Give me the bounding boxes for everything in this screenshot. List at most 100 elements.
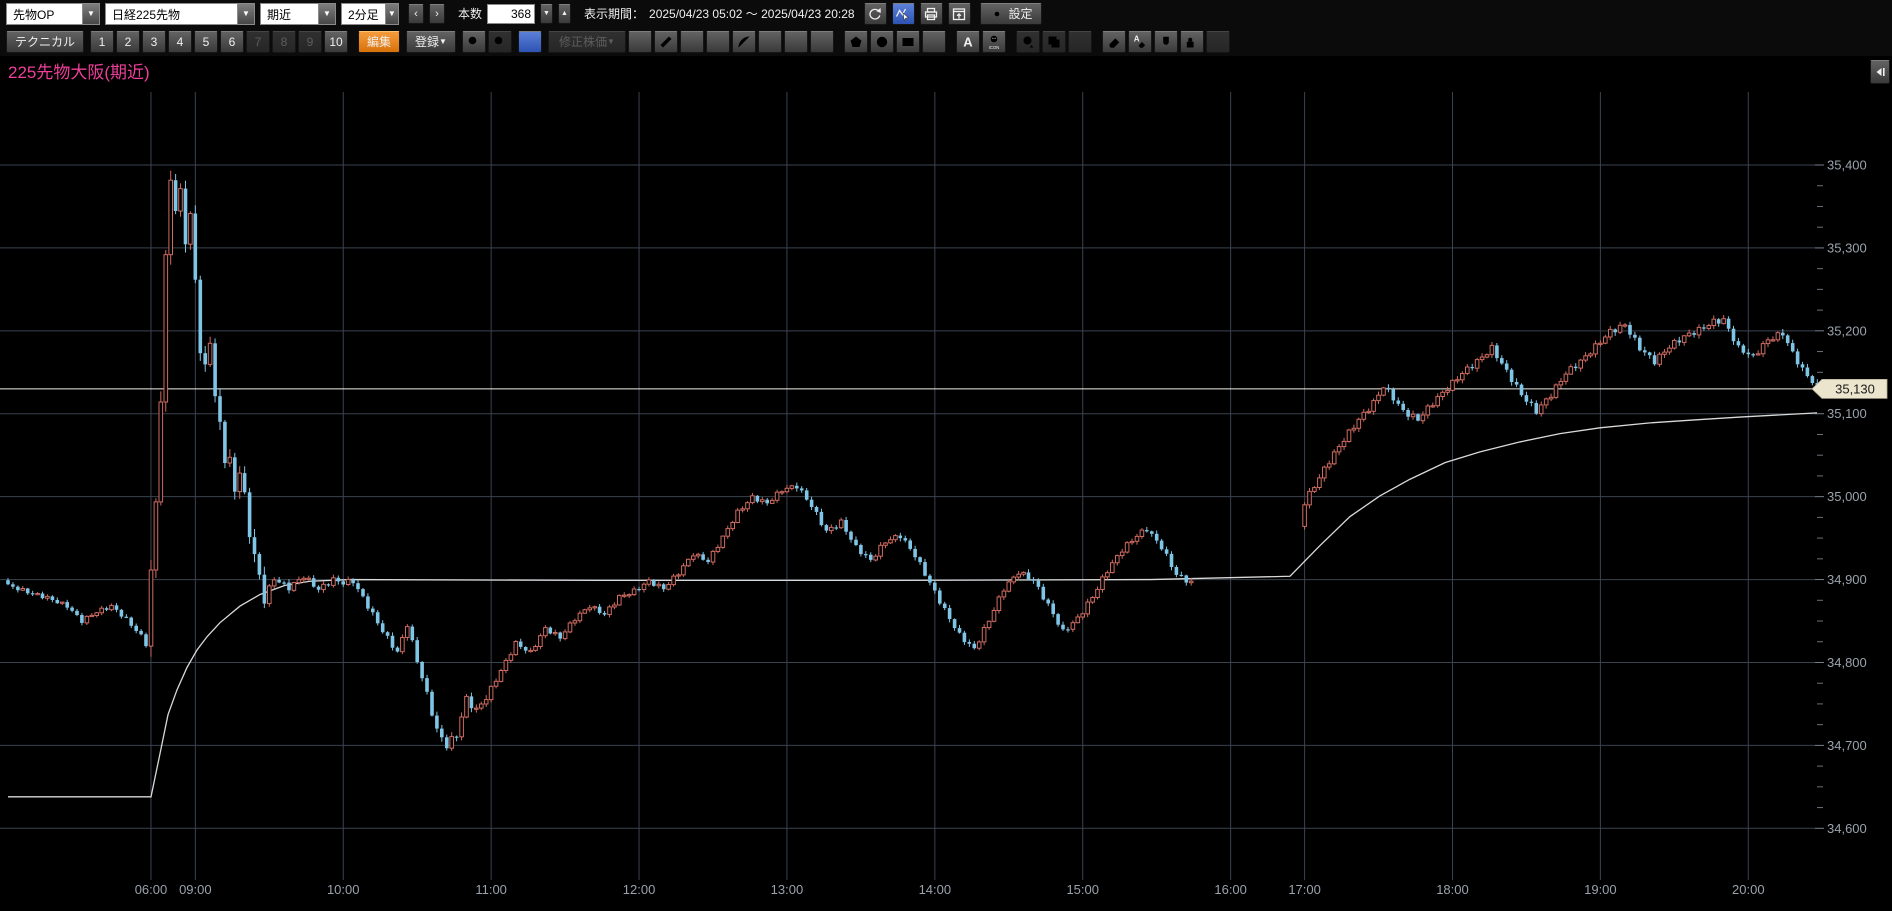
multi-lines-tool-button[interactable] <box>705 30 730 53</box>
eraser-all-icon: A <box>1134 34 1146 48</box>
preset-button-1[interactable]: 1 <box>90 30 115 53</box>
printer-button[interactable] <box>919 2 943 25</box>
time-zones-tool-button[interactable] <box>783 30 808 53</box>
gear-icon <box>991 8 1002 19</box>
svg-text:A: A <box>1134 34 1140 43</box>
svg-text:34,800: 34,800 <box>1827 655 1867 670</box>
preset-button-2[interactable]: 2 <box>116 30 141 53</box>
text-icon: A <box>963 34 973 49</box>
history-tool-button <box>1015 30 1040 53</box>
contract-dropdown[interactable]: 期近 ▼ <box>260 2 336 25</box>
text-tool-button[interactable]: A <box>955 30 980 53</box>
parallel-lines-tool-button[interactable] <box>679 30 704 53</box>
speed-lines-icon <box>816 36 828 47</box>
emoticon-icon: ICON <box>989 35 999 50</box>
svg-text:A: A <box>963 34 973 49</box>
svg-text:16:00: 16:00 <box>1214 882 1247 897</box>
bars-count-decrease-button[interactable]: ▼ <box>540 3 554 24</box>
svg-text:10:00: 10:00 <box>327 882 360 897</box>
ruler-icon <box>660 36 672 47</box>
settings-button[interactable]: 設定 <box>979 2 1042 25</box>
pentagon-icon <box>850 36 862 47</box>
technical-button[interactable]: テクニカル <box>6 30 85 53</box>
preset-button-6[interactable]: 6 <box>220 30 245 53</box>
chevron-down-icon: ▼ <box>82 3 99 24</box>
edit-button[interactable]: 編集 <box>358 30 401 53</box>
drawing-toolbar: テクニカル 1 2 3 4 5 6 7 8 9 10 編集 登録 ▼ 修正株価 ▼ A ICON A <box>0 27 1892 56</box>
display-period-value: 2025/04/23 05:02 ～ 2025/04/23 20:28 <box>649 7 855 21</box>
undo-icon <box>869 7 881 20</box>
prev-bars-button[interactable]: ‹ <box>408 3 424 24</box>
svg-text:12:00: 12:00 <box>623 882 656 897</box>
fibonacci-fan-tool-button[interactable] <box>757 30 782 53</box>
chevron-down-icon: ▼ <box>607 37 615 46</box>
horizontal-line-tool-button[interactable] <box>921 30 946 53</box>
preset-button-4[interactable]: 4 <box>168 30 193 53</box>
trendline-icon <box>632 34 648 50</box>
copy-tool-button <box>1041 30 1066 53</box>
lock-edit-icon <box>1186 37 1194 47</box>
next-bars-button[interactable]: › <box>429 3 445 24</box>
timeframe-dropdown-value: 2分足 <box>348 7 379 22</box>
trendline-tool-button[interactable] <box>627 30 652 53</box>
bars-count-label: 本数 <box>458 7 483 21</box>
svg-text:20:00: 20:00 <box>1732 882 1765 897</box>
instrument-dropdown[interactable]: 日経225先物 ▼ <box>105 2 255 25</box>
panel-collapse-button[interactable] <box>1870 60 1890 84</box>
horizontal-line-icon <box>926 34 942 50</box>
ellipse-icon <box>876 36 888 47</box>
eraser-icon <box>1109 37 1120 48</box>
settings-label: 設定 <box>1008 7 1033 21</box>
printer-icon <box>924 7 938 20</box>
chevron-down-icon: ▼ <box>318 3 335 24</box>
preset-button-7: 7 <box>246 30 271 53</box>
preset-button-5[interactable]: 5 <box>194 30 219 53</box>
zoom-in-button[interactable] <box>461 30 486 53</box>
fibonacci-arc-tool-button[interactable] <box>731 30 756 53</box>
lock-edit-tool-button[interactable] <box>1179 30 1204 53</box>
ruler-tool-button[interactable] <box>653 30 678 53</box>
copy-icon <box>1048 36 1060 47</box>
collapse-icon <box>1876 68 1885 76</box>
crosshair-button[interactable] <box>517 30 542 53</box>
magnet-tool-button[interactable] <box>1153 30 1178 53</box>
parallel-lines-icon <box>684 34 700 50</box>
svg-text:35,200: 35,200 <box>1827 323 1867 338</box>
time-zones-icon <box>791 36 802 47</box>
preset-button-10[interactable]: 10 <box>324 30 349 53</box>
bars-count-input[interactable] <box>487 3 536 24</box>
svg-text:34,700: 34,700 <box>1827 738 1867 753</box>
timeframe-dropdown[interactable]: 2分足 ▼ <box>341 2 399 25</box>
undo-button[interactable] <box>863 2 887 25</box>
crosshair-icon <box>522 34 538 50</box>
svg-text:14:00: 14:00 <box>919 882 952 897</box>
speed-lines-tool-button[interactable] <box>809 30 834 53</box>
history-icon <box>1023 36 1034 47</box>
preset-button-3[interactable]: 3 <box>142 30 167 53</box>
category-dropdown[interactable]: 先物OP ▼ <box>6 2 100 25</box>
chevron-down-icon: ▼ <box>384 3 398 24</box>
chevron-down-icon: ▼ <box>237 3 254 24</box>
svg-text:35,400: 35,400 <box>1827 158 1867 173</box>
eraser-all-tool-button[interactable]: A <box>1127 30 1152 53</box>
rectangle-tool-button[interactable] <box>895 30 920 53</box>
svg-text:19:00: 19:00 <box>1584 882 1617 897</box>
moving-average-line <box>8 412 1818 798</box>
pentagon-tool-button[interactable] <box>843 30 868 53</box>
popup-window-button[interactable] <box>947 2 971 25</box>
svg-text:34,600: 34,600 <box>1827 821 1867 836</box>
chevron-down-icon: ▼ <box>439 37 447 46</box>
drag-icon <box>1075 39 1084 47</box>
emoticon-tool-button[interactable]: ICON <box>981 30 1006 53</box>
svg-text:13:00: 13:00 <box>771 882 804 897</box>
register-button[interactable]: 登録 ▼ <box>406 30 456 53</box>
svg-text:ICON: ICON <box>989 45 999 50</box>
ellipse-tool-button[interactable] <box>869 30 894 53</box>
chart-cursor-button[interactable] <box>891 2 915 25</box>
bars-count-increase-button[interactable]: ▲ <box>558 3 572 24</box>
svg-text:35,000: 35,000 <box>1827 489 1867 504</box>
preset-button-9: 9 <box>298 30 323 53</box>
chart-cursor-icon <box>895 8 910 22</box>
eraser-tool-button[interactable] <box>1101 30 1126 53</box>
